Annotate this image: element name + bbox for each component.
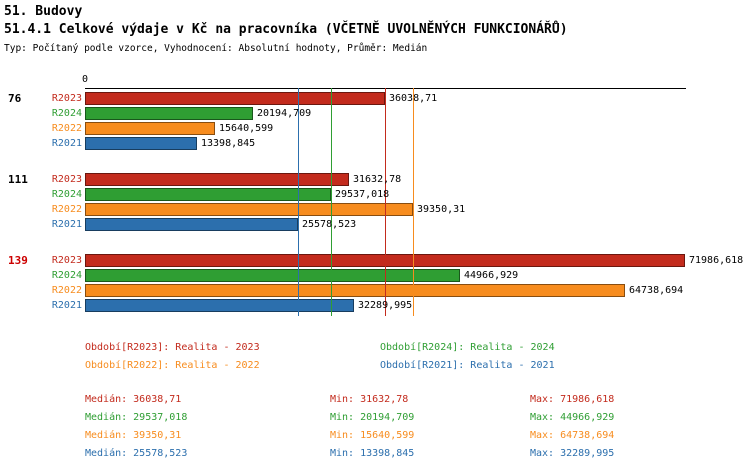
series-name-label: R2024 [51, 270, 82, 281]
bar-r2022-group2 [85, 203, 413, 216]
series-name-label: R2021 [51, 138, 82, 149]
bar-r2021-group3 [85, 299, 354, 312]
group-label-76: 76 [8, 92, 22, 105]
stat-min-r2023: Min: 31632,78 [330, 394, 409, 405]
stat-max-r2022: Max: 64738,694 [530, 430, 615, 441]
stat-min-r2021: Min: 13398,845 [330, 448, 415, 459]
median-line-r2021 [298, 88, 299, 316]
series-name-label: R2021 [51, 219, 82, 230]
stat-median-r2022: Medián: 39350,31 [85, 430, 182, 441]
series-name-label: R2022 [51, 285, 82, 296]
bar-value-label: 64738,694 [629, 285, 684, 296]
legend-item-r2024: Období[R2024]: Realita - 2024 [380, 342, 555, 353]
group-label-111: 111 [8, 173, 28, 186]
bar-r2024-group3 [85, 269, 460, 282]
report-title: 51. Budovy [4, 4, 83, 19]
series-name-label: R2022 [51, 204, 82, 215]
legend-item-r2021: Období[R2021]: Realita - 2021 [380, 360, 555, 371]
bar-r2021-group1 [85, 137, 197, 150]
legend-item-r2022: Období[R2022]: Realita - 2022 [85, 360, 260, 371]
bar-value-label: 31632,78 [353, 174, 402, 185]
bar-r2022-group3 [85, 284, 625, 297]
bar-value-label: 25578,523 [302, 219, 357, 230]
median-line-r2023 [385, 88, 386, 316]
stat-min-r2022: Min: 15640,599 [330, 430, 415, 441]
bar-value-label: 29537,018 [335, 189, 390, 200]
stat-median-r2024: Medián: 29537,018 [85, 412, 188, 423]
series-name-label: R2024 [51, 108, 82, 119]
series-name-label: R2021 [51, 300, 82, 311]
bar-r2024-group2 [85, 188, 331, 201]
bar-r2024-group1 [85, 107, 253, 120]
bar-value-label: 36038,71 [389, 93, 438, 104]
bar-r2023-group1 [85, 92, 385, 105]
bar-r2023-group2 [85, 173, 349, 186]
series-name-label: R2024 [51, 189, 82, 200]
series-name-label: R2022 [51, 123, 82, 134]
series-name-label: R2023 [51, 93, 82, 104]
stat-max-r2021: Max: 32289,995 [530, 448, 615, 459]
series-name-label: R2023 [51, 174, 82, 185]
bar-value-label: 15640,599 [219, 123, 274, 134]
legend-item-r2023: Období[R2023]: Realita - 2023 [85, 342, 260, 353]
median-line-r2024 [331, 88, 332, 316]
stat-max-r2023: Max: 71986,618 [530, 394, 615, 405]
indicator-meta: Typ: Počítaný podle vzorce, Vyhodnocení:… [4, 43, 428, 54]
bar-r2021-group2 [85, 218, 298, 231]
axis-origin-label: 0 [81, 74, 88, 85]
stat-median-r2023: Medián: 36038,71 [85, 394, 182, 405]
bar-r2022-group1 [85, 122, 215, 135]
indicator-title: 51.4.1 Celkové výdaje v Kč na pracovníka… [4, 22, 568, 37]
stat-max-r2024: Max: 44966,929 [530, 412, 615, 423]
stat-min-r2024: Min: 20194,709 [330, 412, 415, 423]
bar-value-label: 71986,618 [689, 255, 744, 266]
bar-value-label: 39350,31 [417, 204, 466, 215]
series-name-label: R2023 [51, 255, 82, 266]
median-line-r2022 [413, 88, 414, 316]
bar-value-label: 44966,929 [464, 270, 519, 281]
bar-value-label: 13398,845 [201, 138, 256, 149]
group-label-139: 139 [8, 254, 28, 267]
stat-median-r2021: Medián: 25578,523 [85, 448, 188, 459]
bar-value-label: 32289,995 [358, 300, 413, 311]
bar-value-label: 20194,709 [257, 108, 312, 119]
